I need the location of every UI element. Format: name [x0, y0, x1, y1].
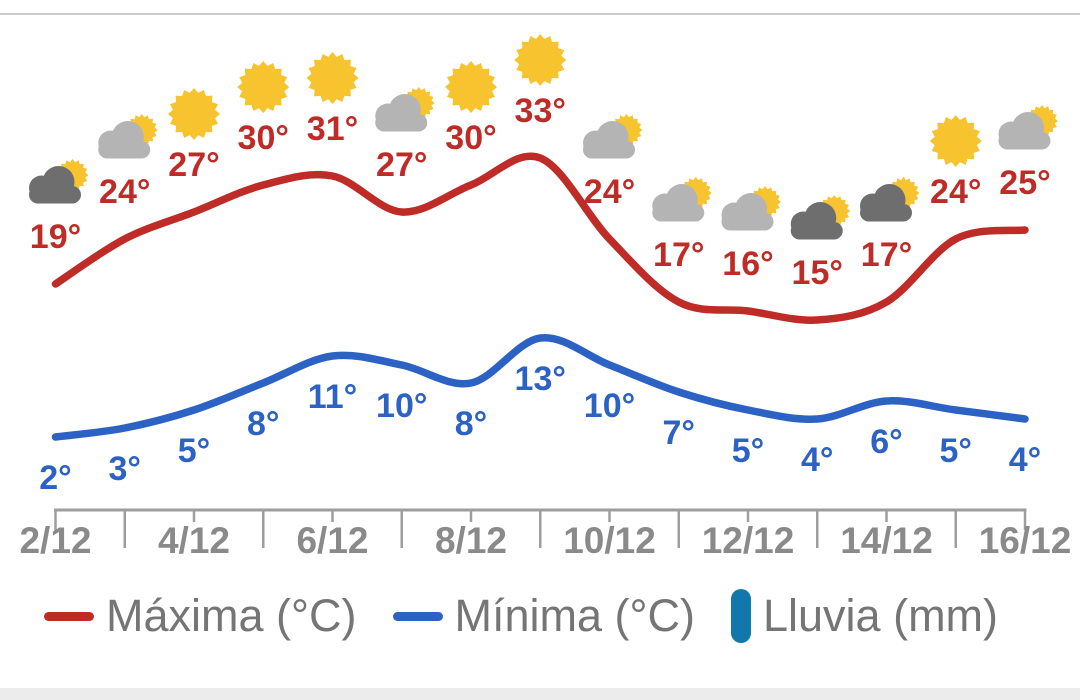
legend-item-rain[interactable]: Lluvia (mm)	[731, 589, 998, 643]
top-divider	[0, 13, 1080, 15]
x-axis-label: 4/12	[158, 520, 230, 561]
weather-icon-sunny	[929, 115, 982, 167]
legend-item-min[interactable]: Mínima (°C)	[392, 590, 696, 642]
sun-icon	[929, 115, 982, 167]
max-temp-line	[51, 152, 1029, 324]
max-line-swatch	[44, 611, 94, 621]
max-temp-label: 24°	[930, 173, 981, 211]
sun-icon	[445, 61, 497, 113]
weather-icon-sunny	[445, 61, 497, 113]
sun-icon	[306, 52, 359, 104]
max-temp-label: 30°	[445, 119, 496, 157]
weather-icon-sun-behind-dark-cloud	[790, 195, 851, 240]
legend-min-label: Mínima (°C)	[454, 590, 696, 642]
min-temp-label: 5°	[939, 432, 972, 470]
weather-icon-sun-behind-dark-cloud	[29, 159, 89, 204]
legend-max-label: Máxima (°C)	[106, 590, 357, 642]
min-temp-label: 8°	[455, 405, 488, 443]
max-temp-label: 17°	[861, 236, 912, 274]
cloud-icon	[998, 132, 1051, 150]
weather-icon-sun-behind-light-cloud	[998, 105, 1058, 150]
min-temp-label: 7°	[662, 414, 695, 452]
weather-icon-sun-behind-dark-cloud	[860, 177, 920, 222]
min-temp-label: 11°	[308, 378, 358, 416]
rain-bar-swatch	[731, 589, 751, 643]
cloud-icon	[583, 141, 635, 159]
max-temp-label: 15°	[792, 254, 843, 292]
max-temp-label: 16°	[722, 245, 773, 283]
max-temp-label: 33°	[515, 92, 566, 130]
x-axis-label: 12/12	[702, 520, 795, 561]
sun-icon	[514, 34, 567, 86]
cloud-icon	[29, 186, 81, 204]
min-temp-label: 4°	[1009, 441, 1042, 479]
x-axis: 2/12 4/12 6/12 8/12 10/12 12/12 14/12 16/12	[19, 508, 1072, 561]
weather-chart[interactable]: 2/12 4/12 6/12 8/12 10/12 12/12 14/12 16/12 19° 2…	[0, 0, 1080, 575]
weather-icon-sunny	[514, 34, 567, 86]
min-temp-label: 3°	[108, 450, 141, 488]
cloud-icon	[98, 141, 151, 159]
weather-icon-sunny	[306, 52, 359, 104]
max-temp-label: 27°	[376, 146, 427, 184]
min-temp-label: 2°	[39, 459, 72, 497]
sun-icon	[237, 61, 290, 113]
x-axis-label: 16/12	[979, 520, 1072, 561]
x-axis-label: 2/12	[19, 520, 91, 561]
max-temp-label: 27°	[168, 146, 219, 184]
cloud-icon	[721, 213, 774, 231]
x-axis-label: 6/12	[296, 520, 368, 561]
max-temp-label: 24°	[99, 173, 150, 211]
min-line-swatch	[392, 611, 443, 621]
min-temp-label: 10°	[376, 387, 427, 425]
weather-icon-sun-behind-light-cloud	[652, 177, 712, 222]
x-axis-label: 10/12	[563, 520, 656, 561]
weather-icon-sun-behind-light-cloud	[721, 186, 781, 231]
legend-rain-label: Lluvia (mm)	[763, 590, 999, 642]
min-temp-line	[51, 334, 1029, 441]
cloud-icon	[860, 204, 912, 222]
max-temp-label: 17°	[653, 236, 704, 274]
cloud-icon	[375, 114, 428, 132]
max-temp-label: 30°	[238, 119, 289, 157]
min-temp-label: 8°	[247, 405, 280, 443]
min-temp-label: 13°	[515, 360, 566, 398]
cloud-icon	[790, 222, 843, 240]
max-temp-label: 31°	[307, 110, 358, 148]
weather-icon-sun-behind-light-cloud	[583, 114, 643, 159]
weather-icon-sun-behind-light-cloud	[375, 87, 435, 132]
bottom-strip	[0, 688, 1080, 700]
legend-item-max[interactable]: Máxima (°C)	[44, 591, 357, 641]
x-axis-label: 14/12	[840, 520, 933, 561]
weather-icon-sunny	[168, 88, 220, 140]
min-temp-label: 6°	[870, 423, 903, 461]
sun-icon	[168, 88, 220, 140]
min-temp-label: 5°	[178, 432, 211, 470]
min-temp-label: 4°	[801, 441, 834, 479]
max-temp-label: 24°	[584, 173, 635, 211]
weather-icon-sun-behind-light-cloud	[98, 114, 158, 159]
max-temp-label: 25°	[999, 164, 1050, 202]
min-temp-label: 5°	[732, 432, 765, 470]
cloud-icon	[652, 204, 705, 222]
max-temp-label: 19°	[30, 218, 81, 256]
x-axis-label: 8/12	[435, 520, 507, 561]
chart-legend: Máxima (°C) Mínima (°C) Lluvia (mm)	[44, 588, 998, 644]
weather-icon-sunny	[237, 61, 290, 113]
min-temp-label: 10°	[584, 387, 635, 425]
